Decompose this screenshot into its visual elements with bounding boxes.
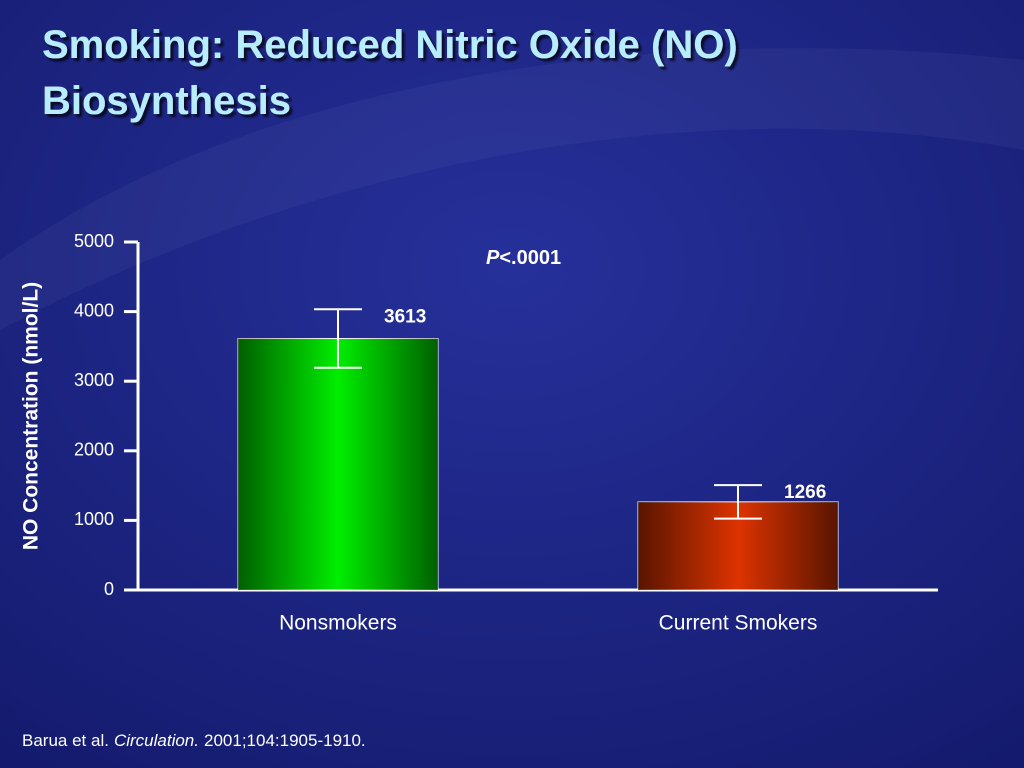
y-tick-label: 1000 <box>74 509 114 529</box>
swoosh <box>0 48 1024 330</box>
y-tick-label: 0 <box>104 579 114 599</box>
y-axis-label: NO Concentration (nmol/L) <box>20 282 43 550</box>
bar-shade <box>238 338 438 590</box>
x-tick-label: Nonsmokers <box>279 612 397 635</box>
citation-authors: Barua et al. <box>22 731 109 750</box>
citation-details: 2001;104:1905-1910. <box>204 731 366 750</box>
annotation-text: <.0001 <box>499 247 561 269</box>
annotation: P<.0001 <box>486 247 561 269</box>
y-tick-label: 2000 <box>74 440 114 460</box>
value-label: 1266 <box>784 482 826 503</box>
title-line: Smoking: Reduced Nitric Oxide (NO) <box>42 23 738 67</box>
x-tick-label: Current Smokers <box>659 612 818 635</box>
annotation-italic: P <box>486 247 500 269</box>
value-label: 3613 <box>384 306 426 327</box>
y-tick-label: 5000 <box>74 231 114 251</box>
citation: Barua et al. Circulation. 2001;104:1905-19… <box>22 731 366 750</box>
y-tick-label: 3000 <box>74 370 114 390</box>
y-tick-label: 4000 <box>74 300 114 320</box>
title-line: Biosynthesis <box>42 79 291 123</box>
citation-journal: Circulation. <box>114 731 199 750</box>
